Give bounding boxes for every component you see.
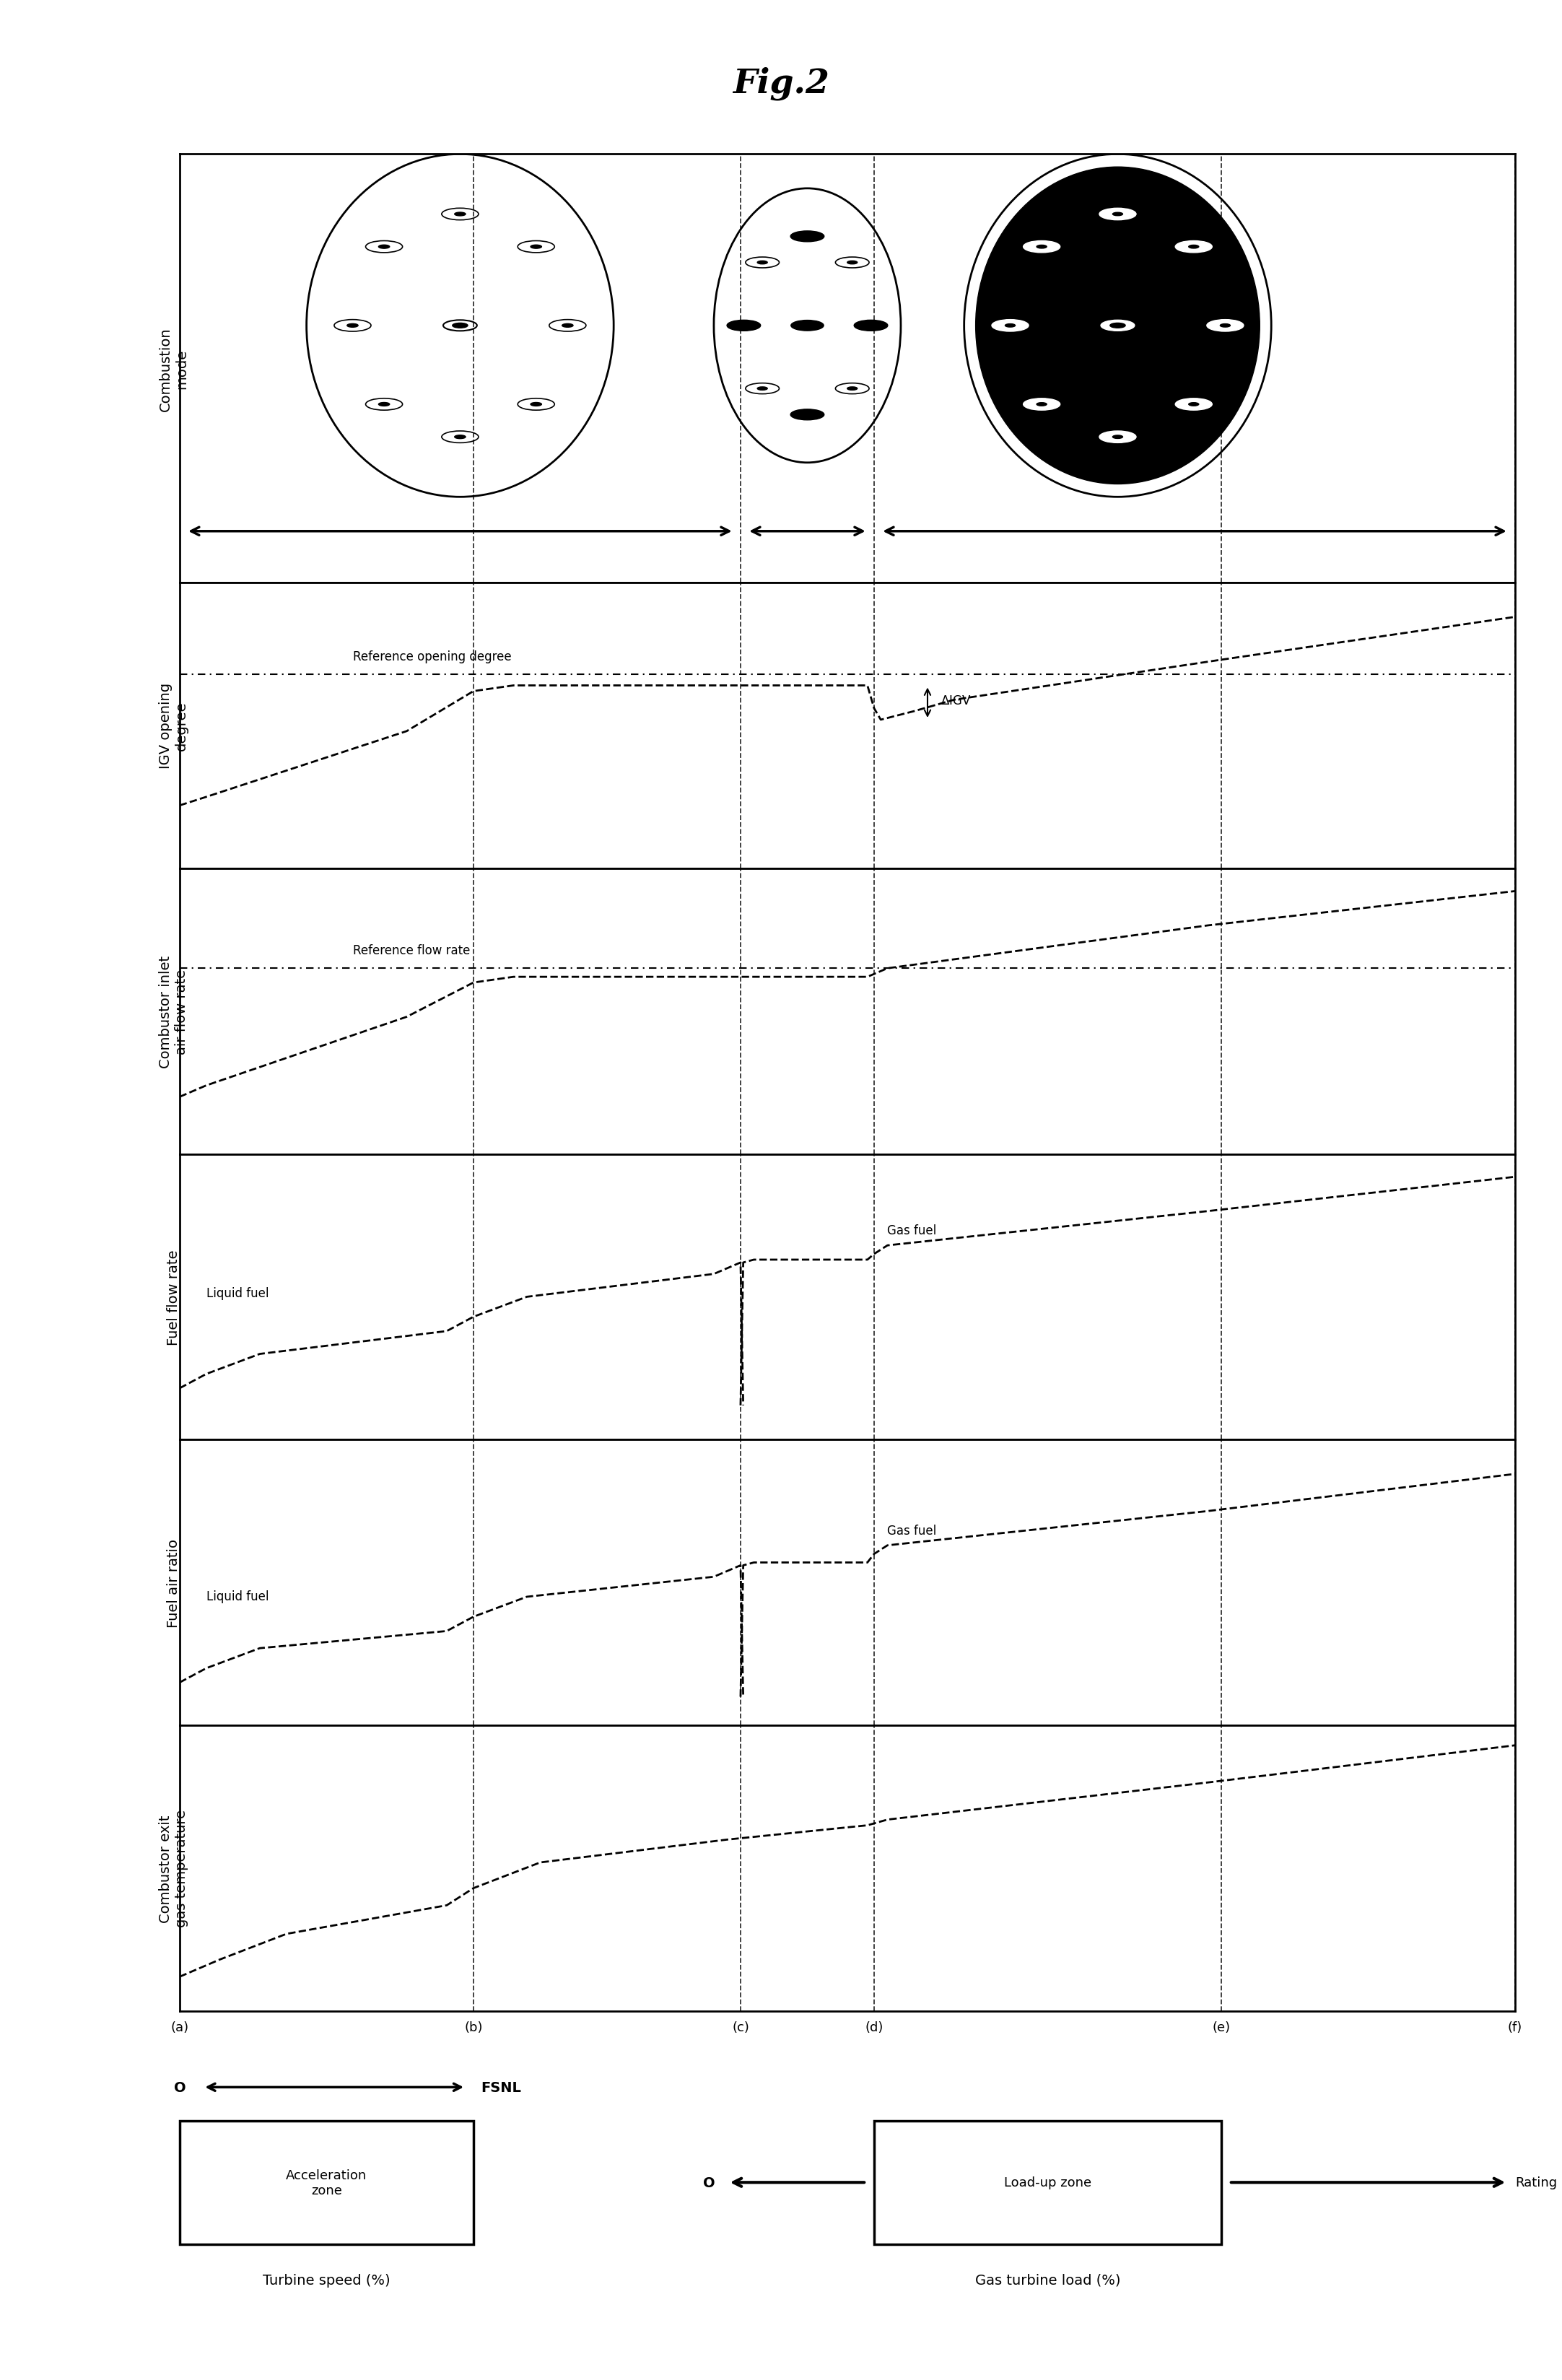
Ellipse shape [1037,245,1047,250]
Ellipse shape [1023,240,1061,252]
Y-axis label: Fuel air ratio: Fuel air ratio [167,1537,181,1628]
Text: Reference opening degree: Reference opening degree [353,650,512,664]
Text: (f): (f) [1507,2021,1523,2033]
Ellipse shape [347,324,358,328]
Text: Turbine speed (%): Turbine speed (%) [262,2273,390,2287]
Text: (b): (b) [464,2021,483,2033]
Ellipse shape [531,245,542,250]
Ellipse shape [758,388,767,390]
Ellipse shape [758,262,767,264]
Ellipse shape [1004,324,1015,328]
Text: Gas fuel: Gas fuel [887,1223,937,1238]
Text: Liquid fuel: Liquid fuel [206,1590,269,1602]
Ellipse shape [1112,214,1123,217]
Ellipse shape [1037,402,1047,407]
Ellipse shape [976,167,1261,486]
Ellipse shape [1175,400,1212,412]
Ellipse shape [1220,324,1231,328]
Text: O: O [173,2080,186,2094]
Text: Acceleration
zone: Acceleration zone [286,2168,367,2197]
Ellipse shape [455,212,465,217]
Ellipse shape [790,321,823,331]
Ellipse shape [1100,209,1136,221]
Ellipse shape [453,324,467,328]
Ellipse shape [726,321,761,331]
Text: O: O [703,2175,715,2190]
Ellipse shape [378,245,389,250]
Text: (c): (c) [733,2021,750,2033]
Ellipse shape [378,402,389,407]
Y-axis label: IGV opening
degree: IGV opening degree [159,683,189,769]
Text: $\Delta$IGV: $\Delta$IGV [940,695,972,707]
Ellipse shape [854,321,887,331]
Text: Gas fuel: Gas fuel [887,1523,937,1537]
Ellipse shape [1101,321,1134,331]
Ellipse shape [992,321,1029,331]
Text: Rating: Rating [1515,2175,1557,2190]
Ellipse shape [1207,321,1243,331]
Ellipse shape [790,231,825,243]
Ellipse shape [1189,402,1198,407]
Ellipse shape [1189,245,1198,250]
Ellipse shape [1023,400,1061,412]
Ellipse shape [790,409,825,421]
Text: (d): (d) [865,2021,883,2033]
Ellipse shape [1111,324,1125,328]
Text: Load-up zone: Load-up zone [1004,2175,1092,2190]
Y-axis label: Combustor exit
gas temperature: Combustor exit gas temperature [159,1809,189,1928]
Ellipse shape [847,388,858,390]
Ellipse shape [1175,240,1212,252]
Ellipse shape [1100,431,1136,443]
Text: Gas turbine load (%): Gas turbine load (%) [975,2273,1120,2287]
Text: Reference flow rate: Reference flow rate [353,945,470,957]
Text: (e): (e) [1212,2021,1231,2033]
Text: (a): (a) [170,2021,189,2033]
Text: Liquid fuel: Liquid fuel [206,1288,269,1299]
Ellipse shape [562,324,573,328]
Ellipse shape [1112,436,1123,438]
Text: FSNL: FSNL [481,2080,522,2094]
Y-axis label: Combustor inlet
air flow rate: Combustor inlet air flow rate [159,954,189,1069]
Ellipse shape [455,436,465,440]
Ellipse shape [847,262,858,264]
Y-axis label: Fuel flow rate: Fuel flow rate [167,1250,181,1345]
Y-axis label: Combustion
mode: Combustion mode [159,326,189,412]
Text: Fig.2: Fig.2 [733,67,829,100]
Ellipse shape [531,402,542,407]
